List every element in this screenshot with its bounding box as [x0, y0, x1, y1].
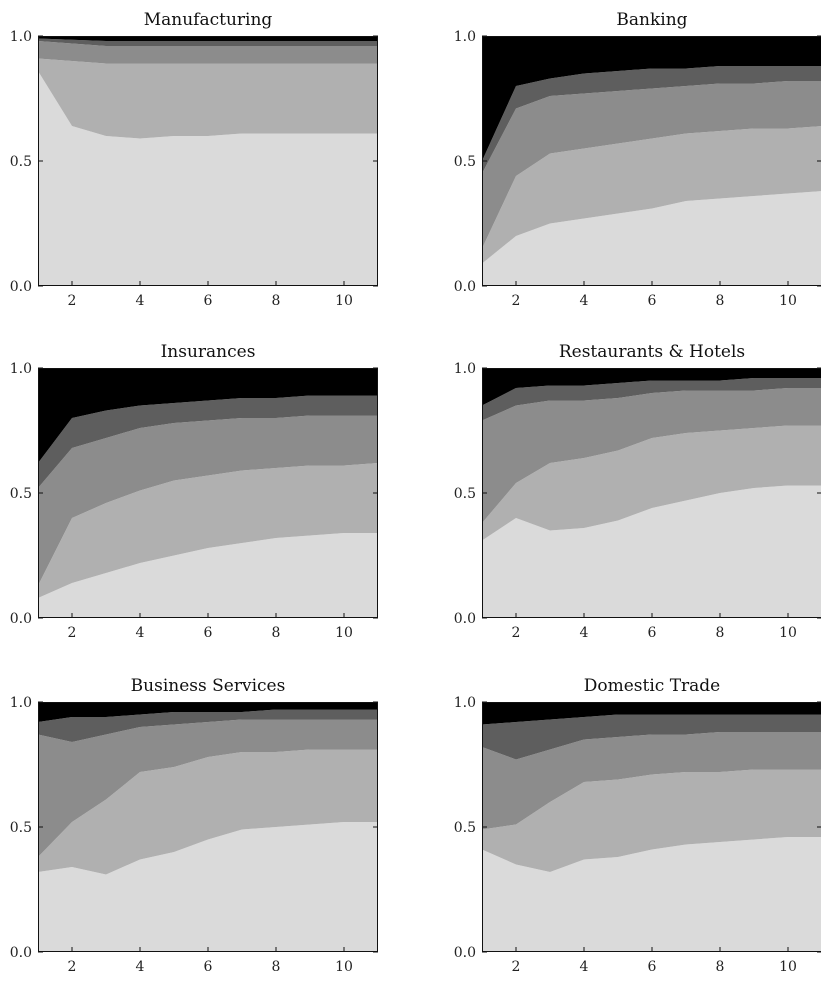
area-band-5 [482, 702, 821, 725]
plot-area [38, 36, 378, 286]
area-band-5 [38, 702, 378, 722]
area-band-2 [38, 749, 378, 875]
area-band-2 [482, 425, 821, 541]
x-tick-label: 10 [335, 625, 353, 641]
x-tick-label: 8 [272, 625, 281, 641]
x-tick-label: 6 [204, 959, 213, 975]
area-band-1 [482, 837, 821, 952]
plot-area [482, 368, 821, 618]
x-tick-label: 6 [648, 293, 657, 309]
plot-area [482, 36, 821, 286]
x-tick-label: 2 [68, 959, 77, 975]
x-tick-label: 2 [512, 293, 521, 309]
panel-title: Manufacturing [144, 10, 273, 30]
x-tick-label: 10 [335, 293, 353, 309]
y-tick-label: 1.0 [10, 361, 32, 377]
area-band-1 [38, 822, 378, 952]
x-tick-label: 4 [580, 959, 589, 975]
x-tick-label: 4 [580, 293, 589, 309]
area-band-4 [482, 66, 821, 174]
y-tick-label: 0.5 [454, 820, 476, 836]
x-tick-label: 6 [648, 959, 657, 975]
x-tick-label: 2 [512, 625, 521, 641]
area-band-4 [38, 38, 378, 46]
y-tick-label: 1.0 [454, 29, 476, 45]
y-tick-label: 0.5 [10, 486, 32, 502]
panel-title: Business Services [131, 676, 286, 696]
area-band-2 [38, 58, 378, 139]
y-tick-label: 0.0 [10, 611, 32, 627]
x-tick-label: 6 [648, 625, 657, 641]
plot-area [482, 702, 821, 952]
y-tick-label: 0.0 [10, 945, 32, 961]
x-tick-label: 4 [136, 625, 145, 641]
x-tick-label: 6 [204, 293, 213, 309]
plot-area [38, 368, 378, 618]
x-tick-label: 6 [204, 625, 213, 641]
area-band-3 [38, 41, 378, 64]
panel-domestic-trade: Domestic Trade 2 4 6 8 10 0.0 0.5 1.0 [454, 676, 821, 975]
area-band-1 [38, 71, 378, 286]
area-band-4 [482, 714, 821, 760]
y-tick-label: 0.0 [454, 945, 476, 961]
area-band-1 [38, 533, 378, 618]
y-tick-label: 0.0 [454, 279, 476, 295]
area-band-5 [482, 368, 821, 406]
x-tick-label: 10 [779, 959, 797, 975]
y-tick-label: 1.0 [454, 695, 476, 711]
area-band-4 [38, 395, 378, 488]
area-band-4 [38, 709, 378, 742]
panel-business-services: Business Services 2 4 6 8 10 0.0 0.5 1.0 [10, 676, 378, 975]
area-band-1 [482, 191, 821, 286]
x-tick-label: 2 [68, 625, 77, 641]
x-tick-label: 4 [136, 293, 145, 309]
area-band-4 [482, 378, 821, 421]
x-tick-label: 4 [580, 625, 589, 641]
area-band-3 [38, 415, 378, 586]
x-tick-label: 8 [716, 959, 725, 975]
y-tick-label: 0.0 [10, 279, 32, 295]
area-band-5 [38, 368, 378, 463]
panel-insurances: Insurances 2 4 6 8 10 0.0 0.5 1.0 [10, 342, 378, 641]
panel-restaurants-hotels: Restaurants & Hotels 2 4 6 8 10 0.0 0.5 1.0 [454, 342, 821, 641]
area-band-3 [38, 719, 378, 857]
x-tick-label: 10 [779, 625, 797, 641]
panel-manufacturing: Manufacturing 2 4 6 8 10 0.0 0.5 1.0 [10, 10, 378, 309]
y-tick-label: 0.5 [10, 820, 32, 836]
area-band-3 [482, 388, 821, 523]
panel-banking: Banking 2 4 6 8 10 0.0 0.5 1.0 [454, 10, 821, 309]
y-tick-label: 0.5 [10, 154, 32, 170]
panel-title: Restaurants & Hotels [559, 342, 745, 362]
x-tick-label: 8 [716, 293, 725, 309]
y-tick-label: 0.5 [454, 154, 476, 170]
x-tick-label: 8 [716, 625, 725, 641]
area-band-5 [482, 36, 821, 161]
y-tick-label: 0.5 [454, 486, 476, 502]
x-tick-label: 8 [272, 959, 281, 975]
x-tick-label: 8 [272, 293, 281, 309]
panel-title: Insurances [161, 342, 256, 362]
x-tick-label: 10 [779, 293, 797, 309]
area-band-2 [482, 769, 821, 872]
area-band-2 [482, 126, 821, 264]
y-tick-label: 0.0 [454, 611, 476, 627]
x-tick-label: 2 [68, 293, 77, 309]
y-tick-label: 1.0 [10, 695, 32, 711]
panel-title: Domestic Trade [584, 676, 721, 696]
area-band-3 [482, 732, 821, 830]
y-tick-label: 1.0 [454, 361, 476, 377]
area-band-5 [38, 36, 378, 41]
plot-area [38, 702, 378, 952]
x-tick-label: 2 [512, 959, 521, 975]
area-band-1 [482, 485, 821, 618]
y-tick-label: 1.0 [10, 29, 32, 45]
area-band-3 [482, 81, 821, 249]
x-tick-label: 4 [136, 959, 145, 975]
panel-title: Banking [616, 10, 687, 30]
x-tick-label: 10 [335, 959, 353, 975]
